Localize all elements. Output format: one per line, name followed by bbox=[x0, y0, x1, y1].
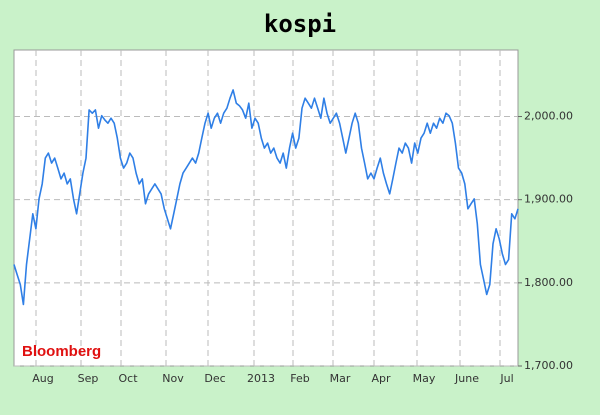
x-tick-label: 2013 bbox=[247, 372, 275, 385]
x-tick-label: Mar bbox=[330, 372, 351, 385]
price-line bbox=[13, 89, 519, 306]
x-tick-label: June bbox=[454, 372, 479, 385]
y-tick-label: 1,800.00 bbox=[524, 276, 573, 289]
x-tick-label: Feb bbox=[290, 372, 309, 385]
chart-title: kospi bbox=[264, 10, 336, 38]
x-tick-label: Sep bbox=[78, 372, 99, 385]
y-tick-label: 1,700.00 bbox=[524, 359, 573, 372]
x-tick-label: Aug bbox=[32, 372, 53, 385]
y-tick-label: 2,000.00 bbox=[524, 110, 573, 123]
x-tick-label: Jul bbox=[499, 372, 513, 385]
x-tick-label: Oct bbox=[118, 372, 138, 385]
source-annotation: Bloomberg bbox=[22, 343, 101, 360]
y-tick-label: 1,900.00 bbox=[524, 193, 573, 206]
x-tick-label: Nov bbox=[162, 372, 184, 385]
x-tick-label: May bbox=[413, 372, 436, 385]
x-tick-label: Dec bbox=[204, 372, 225, 385]
x-tick-label: Apr bbox=[371, 372, 391, 385]
plot-area bbox=[13, 49, 519, 367]
